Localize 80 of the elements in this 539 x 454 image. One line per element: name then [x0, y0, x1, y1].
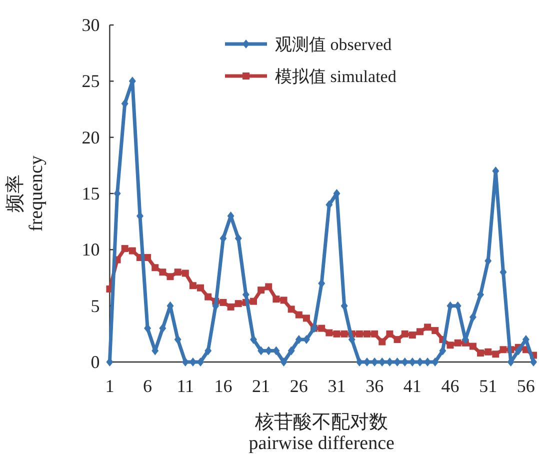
- point: [364, 330, 371, 338]
- point: [348, 335, 356, 344]
- point: [446, 342, 454, 349]
- point: [128, 247, 136, 254]
- point: [484, 348, 492, 356]
- point: [280, 296, 288, 304]
- point: [530, 358, 537, 366]
- point: [469, 342, 476, 350]
- point: [371, 330, 378, 338]
- y-tick-label: 20: [82, 127, 100, 148]
- point: [386, 330, 394, 338]
- legend-label: 模拟值 simulated: [275, 67, 397, 86]
- point: [302, 314, 310, 322]
- point: [408, 332, 416, 339]
- x-tick-label: 56: [516, 376, 535, 396]
- point: [121, 245, 128, 252]
- point: [182, 358, 189, 366]
- x-tick-label: 26: [290, 376, 308, 396]
- point: [152, 264, 159, 272]
- point: [477, 350, 484, 357]
- point: [492, 350, 500, 358]
- x-tick-label: 1: [105, 376, 114, 396]
- point: [197, 358, 204, 366]
- y-tick-label: 30: [82, 15, 100, 35]
- point: [197, 284, 204, 292]
- x-tick-label: 51: [479, 376, 498, 396]
- y-tick-label: 15: [82, 184, 100, 204]
- point: [272, 296, 280, 303]
- y-tick-label: 0: [90, 352, 100, 372]
- legend-label: 观测值 observed: [275, 35, 392, 54]
- point: [326, 329, 333, 336]
- point: [295, 311, 302, 318]
- point: [265, 283, 272, 290]
- x-tick-label: 11: [176, 376, 194, 396]
- point: [288, 306, 295, 313]
- point: [288, 346, 295, 356]
- y-tick-label: 25: [82, 71, 100, 92]
- x-tick-label: 46: [441, 376, 460, 396]
- point: [318, 324, 326, 332]
- point: [432, 358, 439, 366]
- x-axis-title: 核苷酸不配对数 pairwise difference: [248, 412, 394, 454]
- point: [234, 300, 242, 308]
- point: [220, 298, 227, 306]
- x-tick-label: 31: [328, 376, 346, 396]
- point: [378, 338, 386, 346]
- x-tick-label: 6: [143, 376, 152, 396]
- point: [174, 268, 182, 276]
- point: [340, 330, 348, 338]
- x-tick-label: 16: [214, 376, 232, 396]
- y-axis-title: 频率 frequency: [4, 155, 47, 232]
- point: [295, 335, 302, 344]
- point: [174, 335, 182, 344]
- point: [189, 282, 196, 290]
- point: [258, 286, 265, 294]
- point: [182, 270, 189, 277]
- point: [500, 346, 507, 354]
- point: [159, 324, 166, 333]
- point: [204, 293, 212, 300]
- point: [401, 330, 408, 338]
- point: [227, 303, 234, 310]
- point: [416, 328, 424, 336]
- point: [356, 330, 363, 338]
- point: [159, 268, 166, 276]
- y-tick-label: 10: [82, 240, 100, 260]
- point: [424, 324, 432, 331]
- point: [432, 327, 439, 334]
- point: [166, 273, 174, 280]
- point: [394, 336, 401, 344]
- point: [356, 358, 363, 366]
- point: [454, 339, 462, 346]
- point: [144, 254, 152, 262]
- point: [250, 298, 257, 305]
- y-tick-label: 5: [90, 296, 100, 316]
- x-tick-label: 41: [403, 376, 422, 396]
- point: [469, 312, 476, 322]
- point: [280, 358, 288, 366]
- point: [333, 330, 340, 338]
- x-tick-label: 21: [252, 376, 270, 396]
- point: [514, 346, 522, 356]
- x-tick-label: 36: [366, 376, 384, 396]
